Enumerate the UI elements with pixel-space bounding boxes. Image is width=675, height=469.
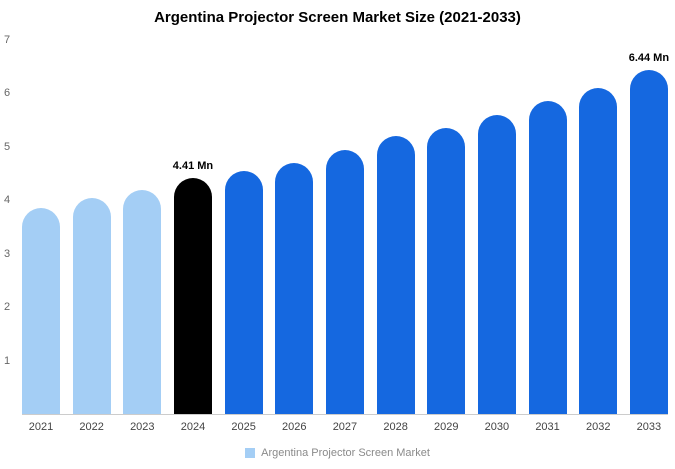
bar-2024 xyxy=(173,178,212,414)
x-label-2024: 2024 xyxy=(180,421,206,433)
chart-title: Argentina Projector Screen Market Size (… xyxy=(154,9,521,26)
y-tick-1: 1 xyxy=(4,354,11,367)
x-label-2022: 2022 xyxy=(79,421,104,433)
x-label-2026: 2026 xyxy=(282,421,307,433)
bar-column-2029 xyxy=(427,40,466,414)
bar-column-2023 xyxy=(123,40,162,414)
y-tick-2: 2 xyxy=(4,301,11,314)
bar-2025 xyxy=(224,170,263,414)
y-tick-4: 4 xyxy=(4,194,11,207)
y-tick-5: 5 xyxy=(4,140,11,153)
x-label-2021: 2021 xyxy=(28,421,54,433)
x-label-2032: 2032 xyxy=(585,421,611,433)
bar-2029 xyxy=(427,128,466,414)
bar-column-2028 xyxy=(376,40,415,414)
bar-2026 xyxy=(275,162,314,414)
bar-column-2031 xyxy=(528,40,567,414)
bar-2030 xyxy=(477,114,516,414)
bar-column-2025 xyxy=(224,40,263,414)
x-label-2033: 2033 xyxy=(636,421,662,433)
bar-column-2024: 4.41 Mn xyxy=(172,40,214,414)
legend: Argentina Projector Screen Market xyxy=(0,447,675,459)
bar-2023 xyxy=(123,189,162,414)
bar-column-2026 xyxy=(275,40,314,414)
bar-2022 xyxy=(72,197,111,414)
bar-column-2030 xyxy=(477,40,516,414)
bar-column-2021 xyxy=(22,40,60,414)
bar-2032 xyxy=(579,88,618,414)
legend-label: Argentina Projector Screen Market xyxy=(261,447,430,459)
bar-2031 xyxy=(528,101,567,414)
bar-column-2032 xyxy=(579,40,618,414)
legend-swatch-icon xyxy=(245,448,256,458)
x-label-2025: 2025 xyxy=(231,421,256,433)
bar-2021 xyxy=(22,208,60,414)
x-label-2030: 2030 xyxy=(484,421,510,433)
value-label-2024: 4.41 Mn xyxy=(172,160,214,173)
bar-2033 xyxy=(629,69,668,414)
y-tick-6: 6 xyxy=(4,87,11,100)
x-label-2029: 2029 xyxy=(434,421,459,433)
bar-column-2027 xyxy=(325,40,364,414)
x-label-2023: 2023 xyxy=(130,421,155,433)
bar-2028 xyxy=(376,136,415,414)
x-label-2028: 2028 xyxy=(383,421,408,433)
x-label-2027: 2027 xyxy=(332,421,358,433)
bar-2027 xyxy=(325,149,364,414)
value-label-2033: 6.44 Mn xyxy=(628,51,670,64)
y-tick-7: 7 xyxy=(4,34,11,46)
plot-area: 4.41 Mn 6.44 Mn xyxy=(22,40,670,415)
bar-column-2033: 6.44 Mn xyxy=(628,40,670,414)
x-label-2031: 2031 xyxy=(535,421,560,433)
y-tick-3: 3 xyxy=(4,247,11,260)
x-axis: 2021 2022 2023 2024 2025 2026 2027 2028 2029 2030… xyxy=(22,421,668,433)
bar-column-2022 xyxy=(72,40,111,414)
